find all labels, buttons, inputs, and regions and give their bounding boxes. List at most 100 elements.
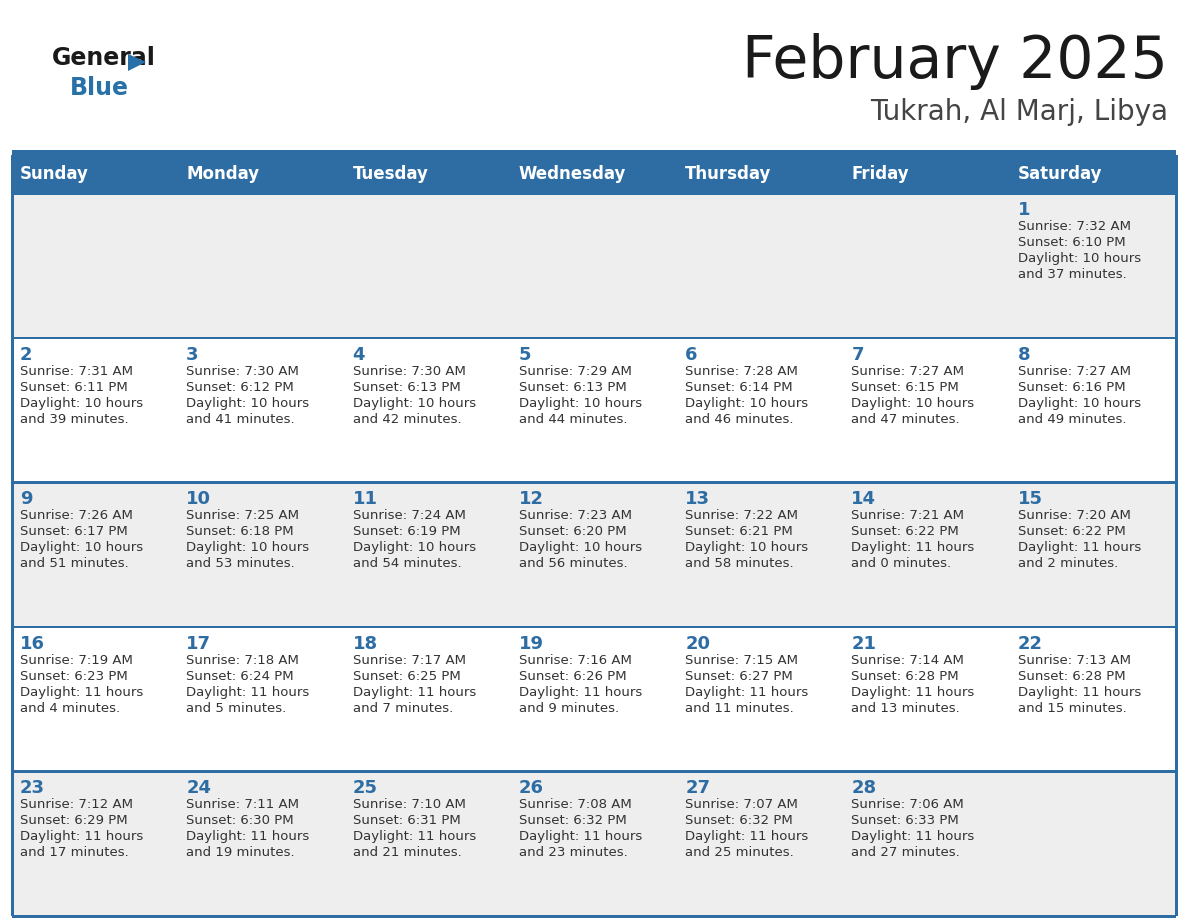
Text: 25: 25 (353, 779, 378, 798)
Text: Daylight: 11 hours: Daylight: 11 hours (519, 686, 642, 699)
Text: Sunrise: 7:16 AM: Sunrise: 7:16 AM (519, 654, 632, 666)
Text: 3: 3 (187, 345, 198, 364)
Text: and 11 minutes.: and 11 minutes. (685, 701, 794, 715)
Bar (12, 627, 178, 771)
Text: Sunrise: 7:30 AM: Sunrise: 7:30 AM (353, 364, 466, 377)
Text: Sunset: 6:30 PM: Sunset: 6:30 PM (187, 814, 293, 827)
Text: Daylight: 10 hours: Daylight: 10 hours (685, 397, 808, 409)
Text: Sunrise: 7:26 AM: Sunrise: 7:26 AM (20, 509, 133, 522)
Text: and 25 minutes.: and 25 minutes. (685, 846, 794, 859)
Text: 6: 6 (685, 345, 697, 364)
Text: Sunset: 6:32 PM: Sunset: 6:32 PM (685, 814, 792, 827)
Text: 20: 20 (685, 635, 710, 653)
Bar (12, 338, 178, 482)
Text: Sunrise: 7:22 AM: Sunrise: 7:22 AM (685, 509, 798, 522)
Text: Sunrise: 7:20 AM: Sunrise: 7:20 AM (1018, 509, 1131, 522)
Text: Sunrise: 7:32 AM: Sunrise: 7:32 AM (1018, 220, 1131, 233)
Text: and 9 minutes.: and 9 minutes. (519, 701, 619, 715)
Bar (178, 627, 345, 771)
Bar (178, 338, 345, 482)
Bar (345, 771, 511, 916)
Text: Daylight: 11 hours: Daylight: 11 hours (353, 686, 476, 699)
Text: February 2025: February 2025 (742, 33, 1168, 91)
Bar (677, 338, 843, 482)
Text: and 58 minutes.: and 58 minutes. (685, 557, 794, 570)
Text: Tukrah, Al Marj, Libya: Tukrah, Al Marj, Libya (870, 98, 1168, 126)
Text: 23: 23 (20, 779, 45, 798)
Text: Sunrise: 7:30 AM: Sunrise: 7:30 AM (187, 364, 299, 377)
Text: 17: 17 (187, 635, 211, 653)
Text: and 41 minutes.: and 41 minutes. (187, 412, 295, 426)
Bar (345, 482, 511, 627)
Text: 1: 1 (1018, 201, 1030, 219)
Text: 21: 21 (852, 635, 877, 653)
Text: Sunset: 6:21 PM: Sunset: 6:21 PM (685, 525, 792, 538)
Bar (1010, 193, 1176, 338)
Text: Sunrise: 7:19 AM: Sunrise: 7:19 AM (20, 654, 133, 666)
Text: Blue: Blue (70, 76, 129, 100)
Text: and 39 minutes.: and 39 minutes. (20, 412, 128, 426)
Bar (12, 192, 1176, 195)
Text: Daylight: 11 hours: Daylight: 11 hours (1018, 542, 1140, 554)
Text: Tuesday: Tuesday (353, 165, 429, 183)
Text: Daylight: 10 hours: Daylight: 10 hours (852, 397, 974, 409)
Text: Sunrise: 7:08 AM: Sunrise: 7:08 AM (519, 799, 632, 812)
Text: Sunrise: 7:23 AM: Sunrise: 7:23 AM (519, 509, 632, 522)
Bar (178, 193, 345, 338)
Text: and 19 minutes.: and 19 minutes. (187, 846, 295, 859)
Text: and 56 minutes.: and 56 minutes. (519, 557, 627, 570)
Text: Sunrise: 7:15 AM: Sunrise: 7:15 AM (685, 654, 798, 666)
Text: and 47 minutes.: and 47 minutes. (852, 412, 960, 426)
Bar (12, 193, 178, 338)
Text: and 42 minutes.: and 42 minutes. (353, 412, 461, 426)
Text: Sunrise: 7:13 AM: Sunrise: 7:13 AM (1018, 654, 1131, 666)
Bar (1010, 338, 1176, 482)
Text: Sunset: 6:25 PM: Sunset: 6:25 PM (353, 670, 460, 683)
Text: 4: 4 (353, 345, 365, 364)
Bar (677, 771, 843, 916)
Text: and 5 minutes.: and 5 minutes. (187, 701, 286, 715)
Bar (12, 154, 1176, 156)
Text: Sunset: 6:32 PM: Sunset: 6:32 PM (519, 814, 626, 827)
Bar (12, 771, 178, 916)
Text: Sunrise: 7:11 AM: Sunrise: 7:11 AM (187, 799, 299, 812)
Text: Daylight: 10 hours: Daylight: 10 hours (187, 542, 309, 554)
Text: 27: 27 (685, 779, 710, 798)
Text: 24: 24 (187, 779, 211, 798)
Text: and 27 minutes.: and 27 minutes. (852, 846, 960, 859)
Text: and 21 minutes.: and 21 minutes. (353, 846, 461, 859)
Text: 16: 16 (20, 635, 45, 653)
Text: Daylight: 10 hours: Daylight: 10 hours (519, 397, 642, 409)
Text: Daylight: 11 hours: Daylight: 11 hours (852, 831, 974, 844)
Text: Daylight: 11 hours: Daylight: 11 hours (519, 831, 642, 844)
Bar (12, 481, 1176, 484)
Bar (1010, 627, 1176, 771)
Text: Daylight: 10 hours: Daylight: 10 hours (187, 397, 309, 409)
Text: Daylight: 10 hours: Daylight: 10 hours (1018, 397, 1140, 409)
Text: Daylight: 11 hours: Daylight: 11 hours (685, 686, 808, 699)
Bar (511, 771, 677, 916)
Text: Sunset: 6:12 PM: Sunset: 6:12 PM (187, 381, 295, 394)
Text: Sunrise: 7:06 AM: Sunrise: 7:06 AM (852, 799, 965, 812)
Text: Sunset: 6:26 PM: Sunset: 6:26 PM (519, 670, 626, 683)
Text: Sunrise: 7:12 AM: Sunrise: 7:12 AM (20, 799, 133, 812)
Text: 13: 13 (685, 490, 710, 509)
Bar (0, 0, 1188, 155)
Text: Sunrise: 7:24 AM: Sunrise: 7:24 AM (353, 509, 466, 522)
Text: and 54 minutes.: and 54 minutes. (353, 557, 461, 570)
Text: Daylight: 11 hours: Daylight: 11 hours (685, 831, 808, 844)
Bar (12, 482, 178, 627)
Text: Sunset: 6:13 PM: Sunset: 6:13 PM (353, 381, 460, 394)
Text: and 17 minutes.: and 17 minutes. (20, 846, 128, 859)
Text: Sunset: 6:17 PM: Sunset: 6:17 PM (20, 525, 128, 538)
Text: and 15 minutes.: and 15 minutes. (1018, 701, 1126, 715)
Text: 14: 14 (852, 490, 877, 509)
Text: Daylight: 11 hours: Daylight: 11 hours (20, 831, 144, 844)
Text: Sunset: 6:22 PM: Sunset: 6:22 PM (1018, 525, 1125, 538)
Text: Sunrise: 7:31 AM: Sunrise: 7:31 AM (20, 364, 133, 377)
Text: 10: 10 (187, 490, 211, 509)
Text: Sunrise: 7:14 AM: Sunrise: 7:14 AM (852, 654, 965, 666)
Bar (511, 338, 677, 482)
Bar (677, 482, 843, 627)
Text: Sunset: 6:15 PM: Sunset: 6:15 PM (852, 381, 959, 394)
